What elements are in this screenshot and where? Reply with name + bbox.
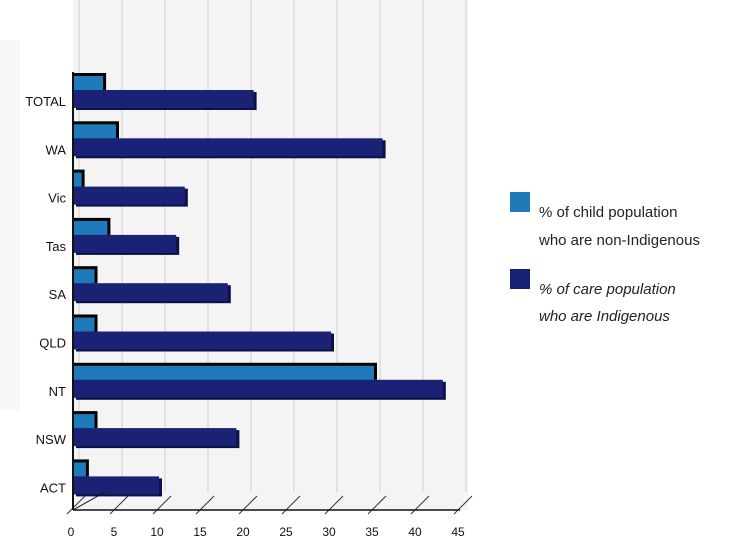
category-label: Vic xyxy=(48,191,66,206)
bar-indigenous xyxy=(73,234,177,253)
grid-tick-mark xyxy=(367,495,387,515)
bar-non-indigenous xyxy=(73,365,374,383)
bar-indigenous xyxy=(73,90,254,108)
bar-non-indigenous xyxy=(73,76,104,93)
bar-indigenous xyxy=(73,331,331,350)
legend-label-non-indigenous-line2: who are non-Indigenous xyxy=(538,232,700,249)
plot-background xyxy=(73,0,468,510)
grid-tick-mark xyxy=(109,495,129,515)
legend-swatch-non-indigenous xyxy=(510,192,530,212)
tick-label: 40 xyxy=(408,525,422,539)
category-label: SA xyxy=(49,287,67,302)
grid-tick-mark xyxy=(324,495,344,515)
category-label: TOTAL xyxy=(25,94,66,109)
tick-label: 45 xyxy=(451,525,465,539)
tick-label: 5 xyxy=(111,525,118,539)
bar-indigenous xyxy=(73,186,185,205)
category-label: QLD xyxy=(39,336,66,351)
tick-label: 10 xyxy=(150,525,164,539)
tick-label: 25 xyxy=(279,525,293,539)
category-label: WA xyxy=(46,142,67,157)
grid-tick-mark xyxy=(410,495,430,515)
grid-tick-mark xyxy=(195,495,215,515)
category-label: ACT xyxy=(40,480,66,495)
grid-tick-mark xyxy=(238,495,258,515)
bar-indigenous xyxy=(73,283,228,302)
bar-non-indigenous xyxy=(73,220,108,238)
grid-tick-mark xyxy=(281,495,301,515)
category-labels: TOTAL WA Vic Tas SA QLD NT NSW ACT xyxy=(25,94,66,495)
grid-tick-mark xyxy=(453,495,473,515)
bar-non-indigenous xyxy=(73,462,86,480)
tick-label: 0 xyxy=(68,525,75,539)
bars xyxy=(73,73,446,497)
bar-non-indigenous xyxy=(73,269,95,287)
bar-indigenous xyxy=(73,428,237,447)
grid-tick-mark xyxy=(66,495,86,515)
legend-label-indigenous-line2: who are Indigenous xyxy=(539,308,670,325)
category-label: NSW xyxy=(36,432,67,447)
tick-label: 30 xyxy=(322,525,336,539)
tick-labels: 0 5 10 15 20 25 30 35 40 45 xyxy=(68,525,465,539)
bar-indigenous xyxy=(73,379,443,398)
axis-floor-edge xyxy=(72,491,106,511)
tick-label: 35 xyxy=(365,525,379,539)
grid-tick-mark xyxy=(152,495,172,515)
bar-indigenous xyxy=(73,138,383,157)
bar-indigenous xyxy=(73,476,159,495)
tick-label: 15 xyxy=(193,525,207,539)
bar-non-indigenous xyxy=(73,172,82,190)
legend-label-indigenous-line1: % of care population xyxy=(539,281,676,298)
legend-label-non-indigenous-line1: % of child population xyxy=(539,204,677,221)
category-label: Tas xyxy=(46,239,67,254)
tick-label: 20 xyxy=(236,525,250,539)
bar-non-indigenous xyxy=(73,317,95,335)
legend-swatch-indigenous xyxy=(510,269,530,289)
bar-non-indigenous xyxy=(73,414,95,432)
bar-non-indigenous xyxy=(73,124,116,142)
legend: % of child population who are non-Indige… xyxy=(510,192,700,325)
category-label: NT xyxy=(49,384,66,399)
left-shadow xyxy=(0,40,20,410)
